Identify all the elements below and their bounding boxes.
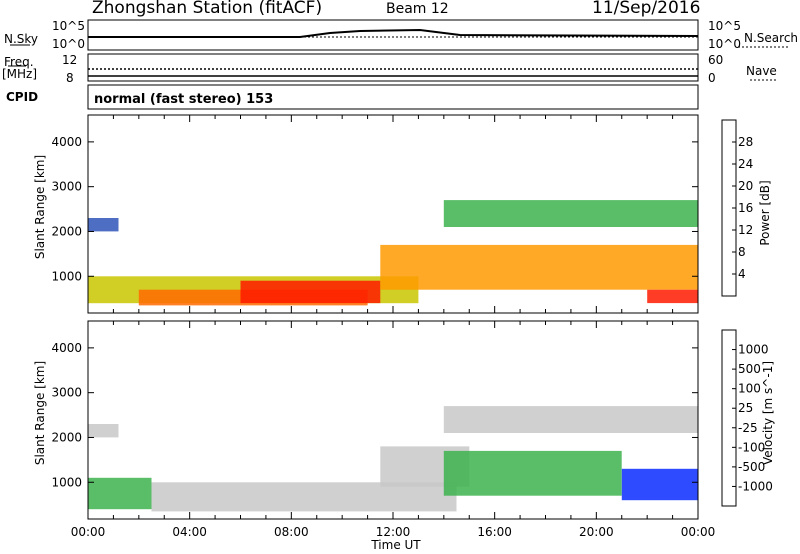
colorbar-frame	[721, 329, 737, 507]
data-region-2	[151, 482, 457, 512]
nsearch-label: N.Search	[744, 31, 799, 45]
velocity-axis-ticks: 4000 3000 2000 1000 00:00 04:00 08:00 12:00 16:0…	[51, 321, 715, 539]
cpid-text: normal (fast stereo) 153	[94, 92, 274, 107]
x-axis-label: Time UT	[371, 538, 421, 552]
nsky-tick-bottom: 10^0	[52, 37, 85, 51]
colorbar-tick-label: -500	[738, 460, 765, 474]
nave-tick-bottom: 0	[708, 71, 716, 85]
y-tick-label: 4000	[51, 341, 82, 355]
freq-tick-bottom: 8	[66, 71, 74, 85]
power-ylabel: Slant Range [km]	[33, 154, 47, 260]
colorbar-tick-label: 20	[738, 179, 753, 193]
data-region-4	[380, 244, 698, 290]
velocity-colorbar-label: Velocity [m s^-1]	[761, 353, 775, 473]
nsearch-tick-bottom: 10^0	[708, 37, 741, 51]
x-tick-label: 16:00	[477, 525, 512, 539]
cpid-strip-frame	[87, 84, 699, 110]
nave-tick-top: 60	[708, 53, 724, 67]
data-region-6	[621, 468, 699, 501]
velocity-colorbar: 1000 500 100 25 -25 -100 -500 -1000	[721, 329, 773, 507]
data-region-6	[647, 289, 698, 304]
freq-unit-label: [MHz]	[2, 67, 38, 81]
y-tick-label: 4000	[51, 135, 82, 149]
colorbar-tick-label: 25	[738, 401, 753, 415]
freq-label: Freq.	[4, 55, 34, 69]
nsearch-tick-top: 10^5	[708, 19, 741, 33]
x-tick-label: 04:00	[172, 525, 207, 539]
summary-strips	[8, 19, 788, 110]
freq-tick-top: 12	[62, 53, 78, 67]
cpid-label: CPID	[6, 90, 39, 104]
colorbar-tick-label: 4	[738, 267, 746, 281]
data-region-3	[240, 280, 381, 304]
colorbar-tick-label: 100	[738, 382, 761, 396]
data-region-4	[443, 450, 622, 496]
colorbar-tick-label: 8	[738, 245, 746, 259]
y-tick-label: 2000	[51, 224, 82, 238]
x-tick-label: 08:00	[274, 525, 309, 539]
x-tick-label: 00:00	[71, 525, 106, 539]
date-label: 11/Sep/2016	[592, 0, 701, 18]
station-title: Zhongshan Station (fitACF)	[92, 0, 323, 18]
colorbar-tick-label: -1000	[738, 479, 773, 493]
colorbar-tick-label: 1000	[738, 343, 769, 357]
velocity-ylabel: Slant Range [km]	[33, 360, 47, 466]
data-region-5	[443, 200, 698, 227]
data-region-0	[88, 218, 119, 232]
nsky-label: N.Sky	[4, 32, 39, 46]
power-colorbar-label: Power [dB]	[758, 180, 772, 246]
colorbar-tick-label: 28	[738, 135, 753, 149]
nave-label: Nave	[746, 64, 777, 78]
nsky-trace	[88, 28, 699, 38]
power-colorbar: 28 24 20 16 12 8 4	[721, 119, 753, 297]
x-tick-label: 20:00	[579, 525, 614, 539]
x-tick-label: 12:00	[376, 525, 411, 539]
velocity-data-cells	[88, 406, 699, 512]
colorbar-tick-label: 500	[738, 362, 761, 376]
y-tick-label: 2000	[51, 430, 82, 444]
data-region-0	[88, 424, 119, 438]
nsky-tick-top: 10^5	[52, 19, 85, 33]
data-region-5	[443, 406, 698, 433]
power-panel: 4000 3000 2000 1000	[51, 114, 699, 314]
colorbar-tick-label: 12	[738, 223, 753, 237]
colorbar-tick-label: 16	[738, 201, 753, 215]
x-tick-label: 00:00	[681, 525, 716, 539]
power-axis-ticks: 4000 3000 2000 1000	[51, 115, 699, 313]
colorbar-tick-label: 24	[738, 157, 753, 171]
velocity-colorbar-label-text: Velocity [m s^-1]	[761, 360, 775, 466]
y-tick-label: 1000	[51, 475, 82, 489]
colorbar-tick-label: -100	[738, 440, 765, 454]
y-tick-label: 3000	[51, 386, 82, 400]
colorbar-tick-label: -25	[738, 421, 758, 435]
data-region-1	[88, 477, 152, 510]
beam-label: Beam 12	[386, 1, 449, 17]
power-data-cells	[88, 200, 698, 306]
freq-strip-frame	[87, 53, 699, 82]
y-tick-label: 3000	[51, 180, 82, 194]
velocity-panel: 4000 3000 2000 1000 00:00 04:00 08:00 12:00 16:0…	[51, 320, 715, 539]
y-tick-label: 1000	[51, 269, 82, 283]
